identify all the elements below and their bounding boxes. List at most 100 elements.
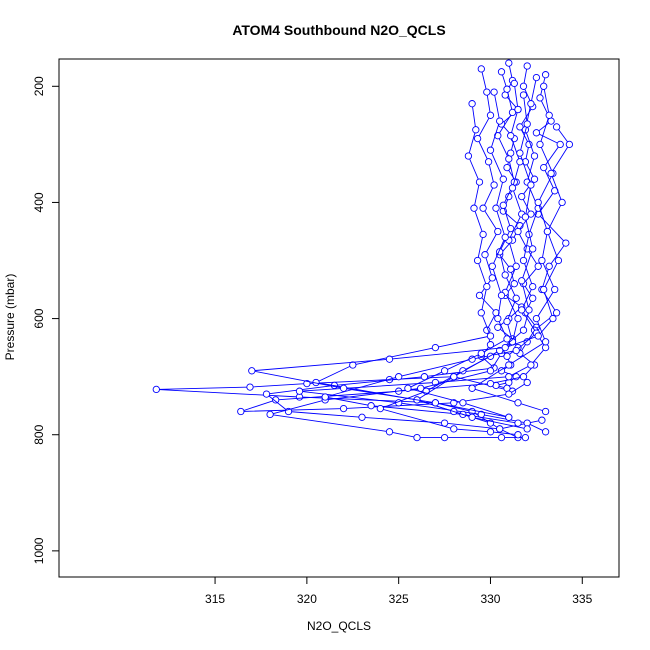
data-point: [496, 346, 504, 355]
series-line: [325, 77, 539, 424]
data-point: [523, 378, 531, 387]
data-point: [349, 361, 357, 369]
data-point: [505, 59, 513, 67]
x-tick-label: 320: [297, 592, 317, 606]
data-point: [519, 91, 528, 99]
y-axis: 200 400 600 800 1000: [32, 76, 59, 564]
data-point: [518, 277, 526, 285]
y-tick-label: 600: [32, 308, 46, 328]
data-point: [514, 314, 522, 323]
data-point: [497, 68, 506, 76]
data-point: [505, 413, 513, 421]
series-7: [376, 79, 526, 439]
data-point: [523, 425, 531, 433]
series-9: [468, 82, 559, 416]
data-point: [450, 373, 458, 381]
data-point: [519, 326, 528, 334]
data-point: [536, 140, 544, 149]
data-point: [486, 367, 495, 375]
data-point: [475, 291, 484, 300]
data-point: [558, 198, 566, 207]
series-12: [248, 123, 574, 421]
data-point: [472, 126, 480, 134]
data-point: [532, 129, 541, 137]
data-point: [514, 105, 522, 114]
data-point: [488, 274, 496, 282]
data-point: [468, 413, 476, 421]
data-point: [565, 140, 574, 149]
data-point: [483, 88, 491, 96]
data-point: [152, 385, 160, 394]
data-point: [339, 384, 348, 392]
data-point: [503, 352, 511, 360]
data-point: [499, 175, 507, 183]
data-point: [552, 123, 561, 131]
data-point: [237, 407, 245, 416]
data-point: [477, 349, 485, 358]
data-point: [529, 282, 537, 291]
x-tick-label: 335: [572, 592, 592, 606]
data-point: [512, 346, 520, 355]
x-axis: 315 320 325 330 335: [205, 577, 593, 606]
data-point: [512, 262, 520, 270]
data-point: [523, 62, 531, 70]
data-point: [530, 152, 539, 160]
data-point: [501, 271, 509, 279]
data-point: [431, 399, 440, 407]
data-point: [477, 309, 485, 317]
series-line: [378, 83, 523, 436]
data-point: [321, 393, 329, 401]
x-tick-label: 325: [389, 592, 409, 606]
data-point: [538, 416, 546, 424]
data-point: [475, 178, 484, 186]
series-line: [265, 68, 542, 430]
data-point: [497, 367, 506, 375]
data-point: [510, 280, 518, 288]
data-point: [479, 230, 487, 239]
data-point: [512, 294, 520, 302]
data-point: [481, 251, 489, 259]
data-point: [518, 306, 526, 314]
data-point: [440, 433, 449, 442]
data-point: [521, 433, 530, 442]
data-point: [494, 227, 502, 236]
data-point: [541, 428, 550, 436]
y-tick-label: 800: [32, 424, 46, 444]
data-point: [534, 332, 542, 340]
data-point: [545, 262, 553, 270]
chart-title: ATOM4 Southbound N2O_QCLS: [232, 22, 445, 38]
x-tick-label: 315: [205, 592, 225, 606]
data-point: [525, 306, 533, 314]
data-point: [483, 282, 491, 291]
data-point: [523, 120, 531, 128]
data-point: [549, 314, 557, 323]
data-point: [395, 373, 403, 381]
data-point: [507, 265, 515, 273]
data-point: [503, 85, 511, 93]
data-point: [534, 198, 542, 207]
data-point: [508, 184, 517, 192]
data-point: [541, 407, 550, 416]
data-point: [484, 158, 493, 166]
data-point: [562, 239, 570, 247]
data-point: [496, 117, 504, 125]
data-point: [499, 201, 507, 209]
data-point: [468, 384, 476, 392]
data-point: [494, 314, 502, 323]
data-point: [486, 146, 495, 154]
data-point: [551, 285, 559, 294]
data-point: [464, 152, 473, 160]
data-point: [505, 390, 513, 398]
data-point: [519, 373, 528, 381]
series-line: [314, 103, 492, 424]
data-point: [494, 132, 502, 140]
y-tick-label: 200: [32, 76, 46, 96]
data-point: [486, 332, 495, 340]
data-point: [530, 175, 539, 183]
data-point: [486, 428, 495, 436]
data-point: [519, 82, 528, 90]
data-point: [505, 373, 513, 381]
data-point: [540, 82, 548, 90]
data-point: [479, 204, 487, 212]
